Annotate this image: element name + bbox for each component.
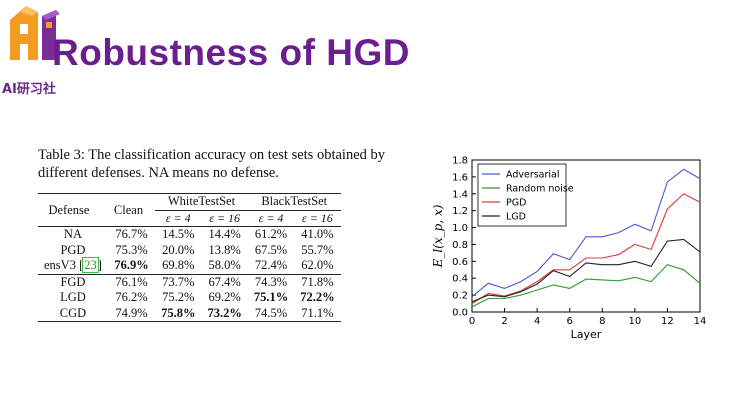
cell: 71.1% bbox=[294, 305, 341, 322]
y-tick-label: 1.0 bbox=[452, 223, 468, 234]
cell: 20.0% bbox=[162, 242, 195, 257]
table-row: CGD 74.9% 75.8% 73.2% 74.5% 71.1% bbox=[38, 305, 341, 322]
slide-title: Robustness of HGD bbox=[52, 32, 410, 73]
table-caption: Table 3: The classification accuracy on … bbox=[38, 147, 386, 181]
y-tick-label: 1.4 bbox=[452, 189, 468, 200]
cell: 74.5% bbox=[247, 305, 295, 322]
table-header-row: Defense Clean WhiteTestSet BlackTestSet bbox=[38, 193, 341, 227]
cell: 73.7% bbox=[155, 273, 202, 290]
table-row: LGD 76.2% 75.2% 69.2% 75.1% 72.2% bbox=[38, 290, 341, 306]
cell: 14.5% bbox=[155, 226, 202, 243]
header-white-eps16: ε = 16 bbox=[209, 210, 241, 225]
series-line-lgd bbox=[471, 238, 701, 303]
row-name: NA bbox=[38, 226, 108, 243]
cell: 72.2% bbox=[300, 290, 335, 305]
cell: 75.1% bbox=[253, 290, 289, 305]
layer-error-chart: 0 2 4 6 8 10 12 14 0.0 0.2 0.4 0.6 0.8 1.0 1.2 1.4 1.6 1.… bbox=[431, 156, 707, 342]
cell: 76.9% bbox=[114, 258, 149, 273]
cell: 67.4% bbox=[201, 273, 248, 290]
cell: 61.2% bbox=[247, 226, 295, 243]
legend-label: Random noise bbox=[506, 184, 574, 195]
series-line-adversarial bbox=[471, 168, 701, 298]
x-axis-label: Layer bbox=[571, 328, 602, 341]
y-tick-label: 0.4 bbox=[452, 274, 468, 285]
legend-label: LGD bbox=[506, 212, 526, 223]
legend-label: Adversarial bbox=[506, 170, 560, 181]
x-tick-label: 2 bbox=[501, 316, 507, 327]
row-name: ensV3 [23] bbox=[44, 257, 102, 274]
x-tick-label: 6 bbox=[567, 316, 573, 327]
header-defense: Defense bbox=[38, 193, 108, 227]
header-white-eps4: ε = 4 bbox=[165, 210, 191, 225]
cell: 74.3% bbox=[247, 273, 295, 290]
x-tick-label: 10 bbox=[628, 316, 641, 327]
x-tick-label: 0 bbox=[469, 316, 475, 327]
cell: 69.2% bbox=[208, 290, 241, 305]
header-black-eps4: ε = 4 bbox=[258, 210, 284, 225]
cell: 75.3% bbox=[115, 242, 148, 257]
table-row: NA 76.7% 14.5% 14.4% 61.2% 41.0% bbox=[38, 226, 341, 243]
cell: 76.1% bbox=[107, 273, 156, 290]
cell: 55.7% bbox=[301, 242, 334, 257]
x-tick-label: 4 bbox=[534, 316, 540, 327]
y-tick-label: 0.0 bbox=[452, 308, 468, 319]
y-tick-label: 1.2 bbox=[452, 206, 468, 217]
cell: 13.8% bbox=[208, 242, 241, 257]
x-tick-label: 14 bbox=[694, 316, 707, 327]
table-row: FGD 76.1% 73.7% 67.4% 74.3% 71.8% bbox=[38, 273, 341, 290]
cell: 75.2% bbox=[162, 290, 195, 305]
header-white: WhiteTestSet bbox=[155, 193, 248, 211]
cell: 76.2% bbox=[115, 290, 148, 305]
series-line-pgd bbox=[471, 193, 701, 305]
cell: 72.4% bbox=[254, 258, 288, 273]
y-axis-label: E_l(x_p, x) bbox=[431, 204, 445, 268]
y-tick-label: 1.8 bbox=[452, 156, 468, 167]
header-black: BlackTestSet bbox=[247, 193, 341, 211]
citation-link[interactable]: 23 bbox=[82, 257, 99, 274]
cell: 62.0% bbox=[301, 258, 334, 273]
row-name: FGD bbox=[38, 273, 108, 290]
cell: 67.5% bbox=[254, 242, 288, 257]
cell: 14.4% bbox=[201, 226, 248, 243]
header-black-eps16: ε = 16 bbox=[301, 210, 333, 225]
cell: 41.0% bbox=[294, 226, 341, 243]
row-name: CGD bbox=[38, 305, 108, 322]
cell: 73.2% bbox=[201, 305, 248, 322]
y-tick-label: 0.2 bbox=[452, 291, 468, 302]
row-name: LGD bbox=[60, 290, 86, 305]
y-tick-label: 0.6 bbox=[452, 257, 468, 268]
cell: 71.8% bbox=[294, 273, 341, 290]
y-tick-label: 0.8 bbox=[452, 240, 468, 251]
row-name-text: ensV3 bbox=[44, 258, 76, 273]
brand-logo-text: AI研习社 bbox=[2, 82, 56, 97]
x-tick-label: 12 bbox=[661, 316, 674, 327]
cell: 74.9% bbox=[107, 305, 156, 322]
ai-logo-icon bbox=[10, 6, 60, 60]
legend-label: PGD bbox=[506, 198, 526, 209]
table-row: PGD 75.3% 20.0% 13.8% 67.5% 55.7% bbox=[38, 243, 341, 259]
row-name: PGD bbox=[60, 242, 86, 257]
x-tick-label: 8 bbox=[599, 316, 605, 327]
results-table: Defense Clean WhiteTestSet BlackTestSet … bbox=[38, 193, 341, 322]
table-row: ensV3 [23] 76.9% 69.8% 58.0% 72.4% 62.0% bbox=[38, 257, 341, 274]
cell: 58.0% bbox=[208, 258, 241, 273]
table-subheader-row: ε = 4 ε = 16 ε = 4 ε = 16 bbox=[38, 210, 341, 227]
cell: 69.8% bbox=[162, 258, 195, 273]
cell: 75.8% bbox=[155, 305, 202, 322]
y-tick-label: 1.6 bbox=[452, 172, 468, 183]
series-line-random-noise bbox=[471, 264, 701, 308]
header-clean: Clean bbox=[107, 193, 156, 227]
cell: 76.7% bbox=[107, 226, 156, 243]
